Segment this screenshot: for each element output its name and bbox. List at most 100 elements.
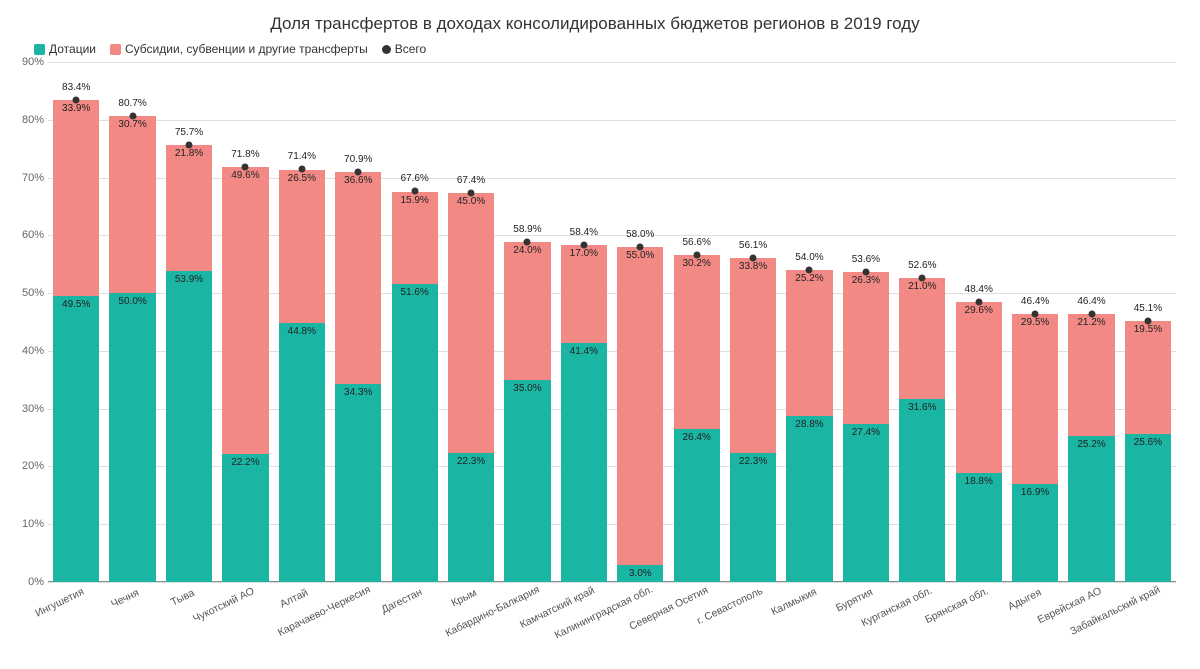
bar: 25.6% 19.5% <box>1125 321 1171 582</box>
bar-value-label-series1: 31.6% <box>908 402 936 413</box>
bar-segment-series1: 44.8% <box>279 323 325 582</box>
bar: 22.3% 45.0% <box>448 193 494 582</box>
x-slot: Чукотский АО <box>217 582 273 652</box>
bar-segment-series2: 26.3% <box>843 272 889 424</box>
bar-segment-series1: 35.0% <box>504 380 550 582</box>
total-dot <box>975 299 982 306</box>
y-tick-label: 0% <box>14 576 44 588</box>
bar-segment-series1: 25.6% <box>1125 434 1171 582</box>
bar-slot: 50.0%30.7%80.7% <box>104 62 160 582</box>
total-label: 58.0% <box>626 229 654 240</box>
total-label: 83.4% <box>62 82 90 93</box>
total-dot <box>750 254 757 261</box>
bar-segment-series2: 21.2% <box>1068 314 1114 436</box>
total-label: 54.0% <box>795 252 823 263</box>
bar-segment-series1: 51.6% <box>392 284 438 582</box>
bar: 16.9%29.5% <box>1012 314 1058 582</box>
bar-segment-series2: 19.5% <box>1125 321 1171 434</box>
bar-slot: 25.2%21.2%46.4% <box>1063 62 1119 582</box>
bar-value-label-series2: 17.0% <box>570 248 598 259</box>
bar-slot: 49.5% 33.9% 83.4% <box>48 62 104 582</box>
bar-value-label-series2: 45.0% <box>457 196 485 207</box>
total-dot <box>355 169 362 176</box>
x-tick-label: Адыгея <box>1006 586 1043 612</box>
bar-segment-series2: 24.0% <box>504 242 550 380</box>
bar-segment-series2: 25.2% <box>786 270 832 416</box>
bar-value-label-series2: 19.5% <box>1134 324 1162 335</box>
bar: 41.4%17.0% <box>561 245 607 582</box>
bar: 18.8%29.6% <box>956 302 1002 582</box>
legend-swatch-2 <box>110 44 121 55</box>
total-dot <box>637 243 644 250</box>
legend-label-2: Субсидии, субвенции и другие трансферты <box>125 42 368 56</box>
legend-swatch-3 <box>382 45 391 54</box>
bar-slot: 34.3%36.6%70.9% <box>330 62 386 582</box>
bar-segment-series2: 21.0% <box>899 278 945 399</box>
bar-value-label-series2: 26.3% <box>852 275 880 286</box>
bar: 49.5% 33.9% <box>53 100 99 582</box>
bar-value-label-series1: 26.4% <box>682 432 710 443</box>
bar-value-label-series2: 15.9% <box>400 195 428 206</box>
bar-segment-series2: 21.8% <box>166 145 212 271</box>
total-label: 71.4% <box>288 151 316 162</box>
bar-segment-series2: 33.9% <box>53 100 99 296</box>
bar-slot: 22.3%33.8%56.1% <box>725 62 781 582</box>
bar-value-label-series1: 22.3% <box>457 456 485 467</box>
x-tick-label: Дагестан <box>379 586 424 616</box>
total-label: 45.1% <box>1134 303 1162 314</box>
total-label: 52.6% <box>908 260 936 271</box>
bar-segment-series1: 28.8% <box>786 416 832 582</box>
bar-value-label-series1: 49.5% <box>62 299 90 310</box>
bar: 22.2%49.6% <box>222 167 268 582</box>
bar-value-label-series1: 22.2% <box>231 457 259 468</box>
bar-value-label-series2: 33.8% <box>739 261 767 272</box>
total-dot <box>1144 318 1151 325</box>
legend-label-3: Всего <box>395 42 426 56</box>
bar-segment-series2: 30.2% <box>674 255 720 429</box>
x-tick-label: Тыва <box>169 587 197 609</box>
bar-segment-series1: 31.6% <box>899 399 945 582</box>
bar-value-label-series2: 55.0% <box>626 250 654 261</box>
bar-value-label-series1: 51.6% <box>400 287 428 298</box>
x-tick-label: Крым <box>449 587 478 610</box>
y-tick-label: 60% <box>14 229 44 241</box>
bar-segment-series1: 18.8% <box>956 473 1002 582</box>
total-dot <box>806 267 813 274</box>
bar-segment-series1: 22.3% <box>448 453 494 582</box>
bar: 27.4%26.3% <box>843 272 889 582</box>
bar-value-label-series1: 44.8% <box>288 326 316 337</box>
total-label: 56.6% <box>682 237 710 248</box>
legend-swatch-1 <box>34 44 45 55</box>
total-label: 48.4% <box>965 284 993 295</box>
bar-value-label-series2: 29.5% <box>1021 317 1049 328</box>
x-tick-label: Бурятия <box>834 586 875 614</box>
total-dot <box>1088 310 1095 317</box>
bar-value-label-series2: 21.0% <box>908 281 936 292</box>
bar-segment-series2: 26.5% <box>279 170 325 323</box>
y-tick-label: 90% <box>14 56 44 68</box>
bar: 26.4% 30.2% <box>674 255 720 582</box>
chart-title: Доля трансфертов в доходах консолидирова… <box>10 14 1180 34</box>
bar-segment-series1: 25.2% <box>1068 436 1114 582</box>
bar-slot: 27.4%26.3%53.6% <box>838 62 894 582</box>
total-dot <box>919 275 926 282</box>
bars-container: 49.5% 33.9% 83.4% 50.0%30.7%80.7% 53.9% 21.8%… <box>48 62 1176 582</box>
total-dot <box>411 188 418 195</box>
bar: 22.3%33.8% <box>730 258 776 582</box>
total-label: 75.7% <box>175 127 203 138</box>
total-dot <box>242 164 249 171</box>
x-slot: Карачаево-Черкесия <box>330 582 386 652</box>
bar-segment-series1: 49.5% <box>53 296 99 582</box>
bar-slot: 31.6% 21.0% 52.6% <box>894 62 950 582</box>
bar-slot: 22.2%49.6%71.8% <box>217 62 273 582</box>
bar-value-label-series2: 25.2% <box>795 273 823 284</box>
chart-area: 0%10%20%30%40%50%60%70%80%90% 49.5%33.9%… <box>48 62 1176 582</box>
x-tick-label: Ингушетия <box>34 586 87 620</box>
bar-slot: 18.8%29.6% 48.4% <box>951 62 1007 582</box>
total-label: 67.6% <box>400 173 428 184</box>
bar-value-label-series1: 3.0% <box>629 568 652 579</box>
bar-value-label-series1: 53.9% <box>175 274 203 285</box>
total-dot <box>73 97 80 104</box>
bar-value-label-series1: 25.6% <box>1134 437 1162 448</box>
x-slot: Ингушетия <box>48 582 104 652</box>
